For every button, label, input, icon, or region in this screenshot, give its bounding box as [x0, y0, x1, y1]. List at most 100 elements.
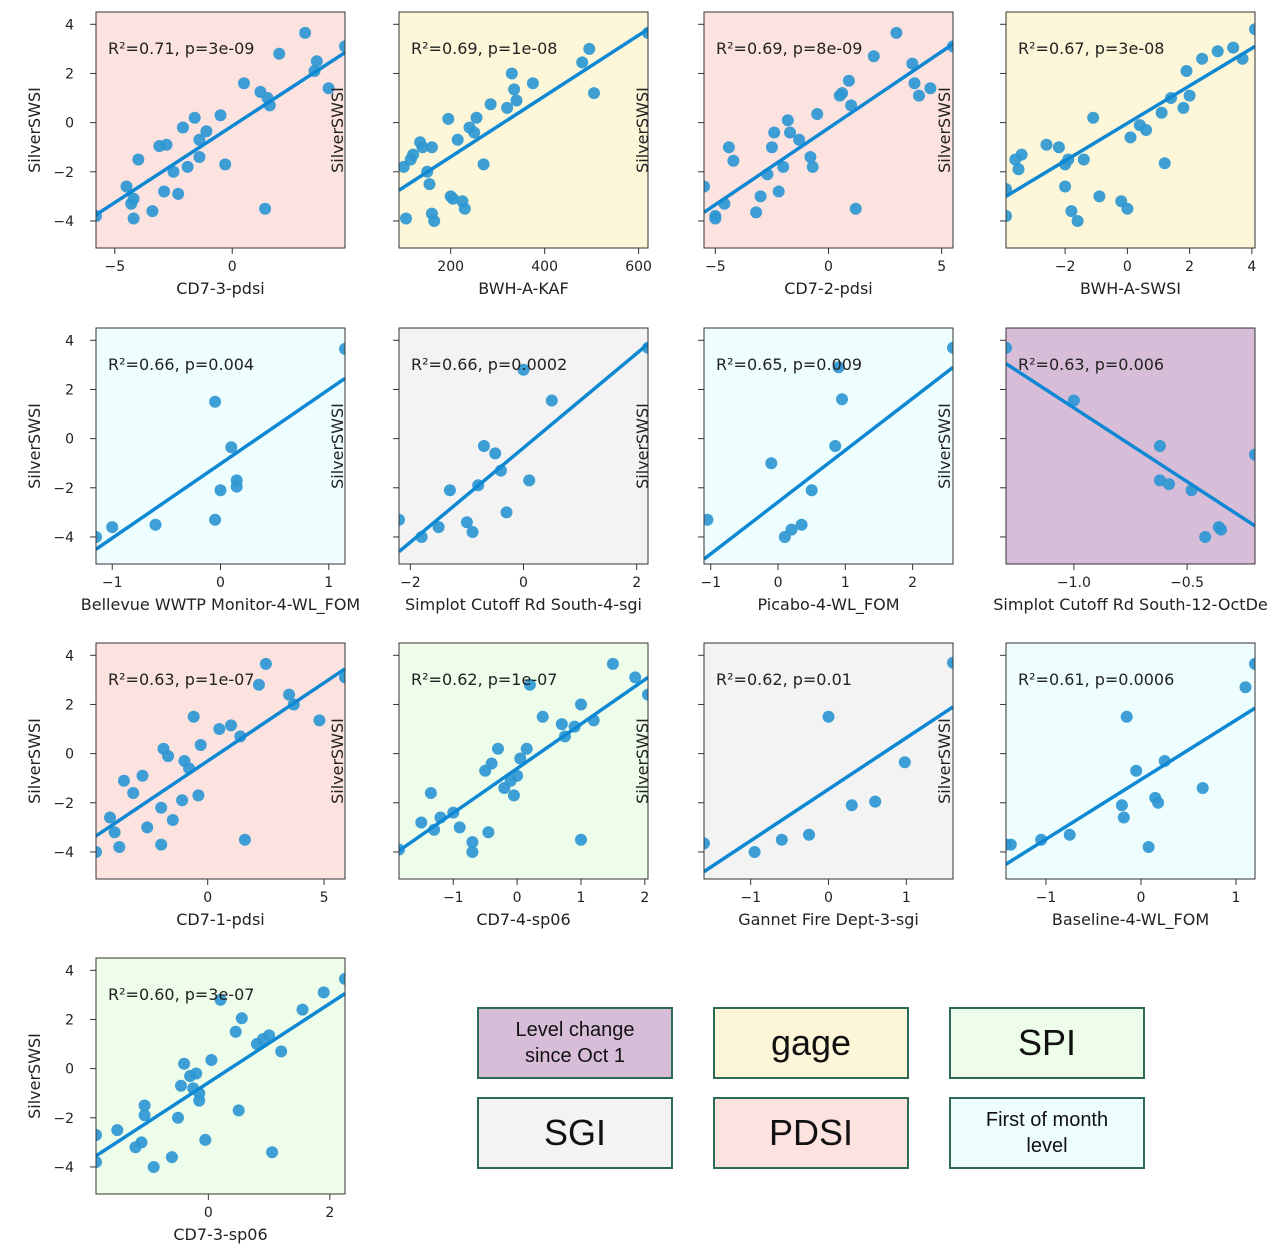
- data-point: [1249, 448, 1255, 461]
- r2-annotation: R²=0.63, p=1e-07: [108, 670, 254, 689]
- x-tick-label: 0: [513, 890, 522, 906]
- scatter-panel: R²=0.61, p=0.0006 −1 0 1 Baseline-4-WL_FOM Si…: [935, 642, 1256, 930]
- data-point: [842, 74, 855, 87]
- regression-line: [704, 42, 953, 214]
- data-point: [811, 108, 824, 120]
- y-axis-label: SilverSWSI: [633, 403, 652, 489]
- x-tick-label: 1: [902, 890, 911, 906]
- data-point: [229, 1025, 242, 1038]
- data-point: [259, 657, 272, 670]
- y-tick-label: 2: [65, 382, 74, 398]
- data-point: [709, 212, 722, 225]
- x-tick-label: −1: [700, 575, 721, 591]
- data-point: [200, 125, 213, 138]
- data-point: [805, 484, 818, 497]
- data-point: [704, 180, 710, 193]
- data-point: [501, 101, 514, 114]
- data-point: [517, 363, 530, 376]
- data-point: [466, 846, 479, 858]
- x-tick-label: 0: [203, 890, 212, 906]
- data-point: [194, 739, 207, 751]
- panel-frame: [95, 11, 346, 249]
- data-point: [1015, 148, 1028, 161]
- y-tick-label: 0: [65, 1062, 74, 1078]
- data-point: [1239, 681, 1252, 694]
- data-point: [423, 178, 436, 191]
- data-point: [442, 112, 455, 125]
- x-tick-label: −2: [1055, 259, 1076, 275]
- data-point: [583, 42, 596, 55]
- data-point: [1124, 131, 1137, 144]
- data-point: [175, 1079, 187, 1092]
- x-tick-label: 0: [824, 890, 833, 906]
- data-point: [908, 77, 921, 90]
- x-tick-label: 400: [531, 259, 558, 275]
- data-point: [125, 197, 138, 210]
- regression-line: [96, 667, 345, 838]
- data-point: [96, 846, 102, 858]
- x-tick-label: 0: [1123, 259, 1132, 275]
- data-point: [296, 1003, 309, 1016]
- x-tick-label: 0: [774, 575, 783, 591]
- r2-annotation: R²=0.66, p=0.0002: [411, 355, 567, 374]
- x-tick-label: −1: [1036, 890, 1057, 906]
- data-point: [155, 801, 168, 814]
- data-point: [768, 126, 781, 139]
- data-point: [1121, 202, 1134, 215]
- y-tick-label: −4: [53, 214, 74, 230]
- data-point: [1040, 138, 1053, 151]
- data-point: [947, 341, 953, 354]
- r2-annotation: R²=0.62, p=0.01: [716, 670, 852, 689]
- data-point: [1115, 799, 1128, 812]
- data-point: [162, 750, 175, 763]
- data-point: [120, 180, 133, 193]
- data-point: [576, 56, 589, 69]
- data-point: [113, 841, 126, 853]
- data-point: [339, 671, 345, 684]
- data-point: [849, 202, 862, 215]
- data-point: [451, 133, 464, 146]
- data-point: [832, 361, 845, 374]
- scatter-panel: R²=0.66, p=0.004 −1 0 1 −4 −2 0 2 4 Bellevue WWTP…: [25, 327, 360, 615]
- data-point: [795, 518, 808, 531]
- data-point: [192, 789, 205, 802]
- data-point: [400, 212, 412, 225]
- data-point: [399, 513, 405, 526]
- data-point: [704, 513, 714, 526]
- data-point: [106, 521, 119, 534]
- data-point: [176, 794, 189, 807]
- data-point: [138, 1109, 151, 1122]
- data-point: [339, 40, 345, 53]
- data-point: [193, 151, 206, 163]
- data-point: [165, 1151, 178, 1164]
- y-axis-label: SilverSWSI: [328, 718, 347, 804]
- x-tick-label: 0: [519, 575, 528, 591]
- r2-annotation: R²=0.71, p=3e-09: [108, 39, 254, 58]
- data-point: [806, 160, 819, 173]
- r2-annotation: R²=0.67, p=3e-08: [1018, 39, 1164, 58]
- regression-line: [96, 51, 345, 217]
- data-point: [642, 688, 648, 701]
- y-axis-label: SilverSWSI: [328, 87, 347, 173]
- data-point: [205, 1054, 218, 1066]
- data-point: [545, 394, 558, 407]
- data-point: [283, 688, 296, 701]
- data-point: [924, 82, 937, 95]
- data-point: [777, 160, 790, 173]
- y-tick-label: 4: [65, 17, 74, 33]
- r2-annotation: R²=0.62, p=1e-07: [411, 670, 557, 689]
- data-point: [523, 678, 536, 691]
- x-tick-label: 2: [640, 890, 649, 906]
- data-point: [310, 55, 323, 68]
- data-point: [428, 215, 441, 227]
- data-point: [489, 447, 502, 460]
- panel-background: [704, 643, 953, 879]
- data-point: [1063, 828, 1076, 841]
- data-point: [484, 98, 497, 111]
- y-axis-label: SilverSWSI: [633, 718, 652, 804]
- panel-frame: [1005, 327, 1256, 565]
- y-tick-label: −2: [53, 796, 74, 812]
- data-point: [166, 814, 179, 826]
- x-tick-label: 0: [228, 259, 237, 275]
- data-point: [1117, 811, 1130, 824]
